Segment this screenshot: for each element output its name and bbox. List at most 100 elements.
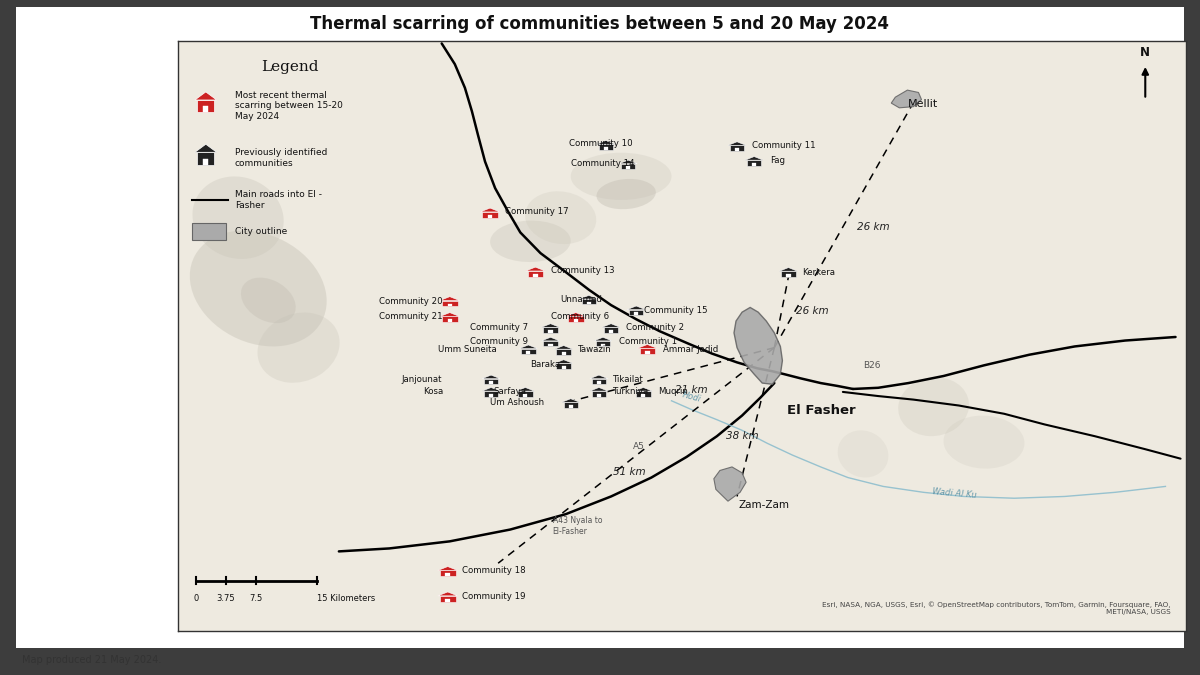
Bar: [752, 163, 756, 165]
Text: 26 km: 26 km: [797, 306, 829, 316]
Text: Turkniya: Turkniya: [613, 387, 649, 396]
Polygon shape: [637, 344, 658, 348]
Polygon shape: [480, 208, 500, 212]
Text: 21 km: 21 km: [676, 385, 708, 395]
Text: Community 11: Community 11: [752, 140, 816, 150]
Text: Mellit: Mellit: [907, 99, 937, 109]
Bar: [734, 148, 739, 151]
Polygon shape: [745, 157, 763, 160]
Bar: [488, 381, 493, 384]
Text: 38 km: 38 km: [726, 431, 758, 441]
Text: Community 19: Community 19: [462, 593, 526, 601]
Polygon shape: [438, 566, 457, 570]
Text: Community 18: Community 18: [462, 566, 526, 575]
Bar: [482, 212, 498, 218]
Text: Muqrin: Muqrin: [659, 387, 689, 396]
Text: 51 km: 51 km: [613, 466, 646, 477]
Polygon shape: [619, 160, 637, 164]
Polygon shape: [541, 338, 559, 341]
Ellipse shape: [526, 191, 596, 244]
Ellipse shape: [943, 416, 1025, 468]
Bar: [604, 327, 618, 333]
Text: Legend: Legend: [262, 60, 319, 74]
Text: B26: B26: [863, 361, 881, 370]
Bar: [596, 394, 601, 397]
Polygon shape: [714, 467, 746, 501]
Polygon shape: [554, 346, 572, 349]
Text: Community 2: Community 2: [626, 323, 684, 332]
Polygon shape: [628, 306, 646, 310]
Text: El Fasher: El Fasher: [787, 404, 856, 417]
Bar: [601, 344, 605, 346]
Text: Map produced 21 May 2024.: Map produced 21 May 2024.: [22, 655, 161, 665]
Bar: [629, 310, 643, 315]
Polygon shape: [554, 360, 572, 363]
Bar: [640, 348, 655, 354]
Polygon shape: [734, 308, 782, 384]
Ellipse shape: [258, 313, 340, 383]
Text: Community 21: Community 21: [379, 313, 443, 321]
Bar: [197, 153, 215, 165]
Ellipse shape: [241, 277, 295, 323]
Bar: [596, 381, 601, 384]
Bar: [599, 144, 613, 150]
Bar: [445, 574, 450, 576]
Bar: [564, 402, 578, 408]
Bar: [442, 300, 457, 306]
Bar: [442, 317, 457, 323]
Text: N: N: [1140, 47, 1151, 59]
Text: Thermal scarring of communities between 5 and 20 May 2024: Thermal scarring of communities between …: [311, 15, 889, 32]
Bar: [604, 147, 608, 150]
Ellipse shape: [192, 176, 283, 259]
Polygon shape: [892, 90, 922, 108]
Bar: [574, 319, 578, 323]
Bar: [203, 106, 209, 113]
Bar: [557, 363, 571, 369]
Polygon shape: [728, 142, 746, 145]
Polygon shape: [438, 592, 457, 596]
Bar: [488, 215, 492, 218]
Text: Community 17: Community 17: [505, 207, 569, 216]
Text: Community 6: Community 6: [551, 313, 608, 321]
Polygon shape: [194, 92, 217, 100]
Polygon shape: [602, 324, 620, 327]
Bar: [608, 330, 613, 333]
Bar: [523, 394, 528, 397]
Text: Community 1: Community 1: [619, 338, 677, 346]
Bar: [641, 394, 646, 397]
Bar: [203, 159, 209, 165]
Bar: [634, 313, 638, 315]
Polygon shape: [520, 345, 538, 348]
Bar: [440, 596, 456, 602]
Bar: [781, 271, 796, 277]
Text: A5: A5: [634, 442, 646, 452]
Bar: [626, 167, 630, 169]
Bar: [730, 145, 744, 151]
Text: Esri, NASA, NGA, USGS, Esri, © OpenStreetMap contributors, TomTom, Garmin, Fours: Esri, NASA, NGA, USGS, Esri, © OpenStree…: [822, 601, 1170, 614]
Polygon shape: [440, 296, 460, 300]
Bar: [544, 341, 558, 346]
Text: 15 Kilometers: 15 Kilometers: [317, 594, 374, 603]
Text: Baraka: Baraka: [530, 360, 560, 369]
Bar: [587, 302, 590, 304]
Bar: [521, 348, 535, 354]
Polygon shape: [482, 387, 500, 391]
Text: Hodi: Hodi: [682, 390, 702, 404]
Bar: [620, 164, 635, 169]
Text: Most recent thermal
scarring between 15-20
May 2024: Most recent thermal scarring between 15-…: [235, 91, 342, 121]
Bar: [595, 341, 610, 346]
Bar: [562, 352, 565, 354]
Bar: [562, 366, 565, 369]
Text: Community 15: Community 15: [644, 306, 708, 315]
Text: City outline: City outline: [235, 227, 287, 236]
Bar: [197, 100, 215, 113]
Text: Community 10: Community 10: [569, 139, 632, 148]
Bar: [568, 317, 583, 323]
Text: Sarfaya: Sarfaya: [493, 387, 526, 396]
Bar: [484, 391, 498, 397]
Bar: [636, 391, 650, 397]
Text: 0: 0: [193, 594, 198, 603]
Polygon shape: [589, 375, 608, 379]
Text: Unnamed: Unnamed: [560, 295, 602, 304]
Text: 26 km: 26 km: [857, 221, 889, 232]
